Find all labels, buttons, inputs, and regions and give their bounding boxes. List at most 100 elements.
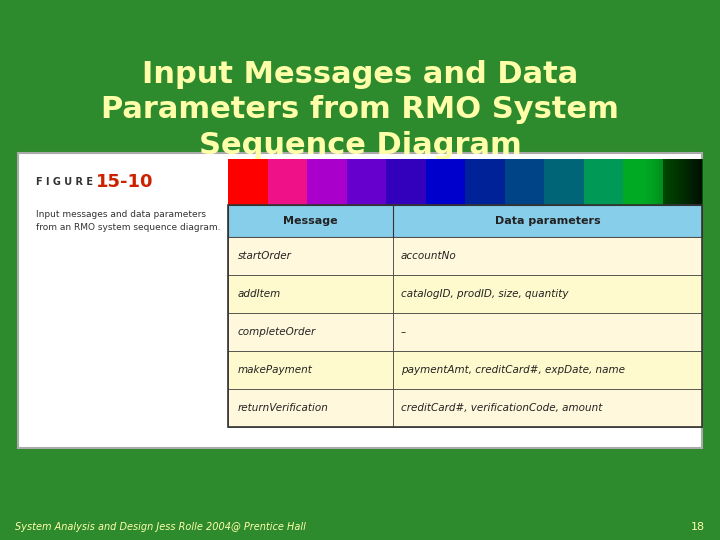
Bar [386,159,426,205]
Text: addItem: addItem [238,289,282,299]
Bar [656,159,657,205]
Bar [393,389,702,427]
Bar [307,159,348,205]
Bar [690,159,691,205]
Bar [682,159,683,205]
Bar [583,159,624,205]
Bar [662,159,663,205]
Text: catalogID, prodID, size, quantity: catalogID, prodID, size, quantity [401,289,569,299]
Text: Data parameters: Data parameters [495,216,600,226]
Bar [693,159,694,205]
Bar [689,159,690,205]
Bar [666,159,667,205]
Bar [684,159,685,205]
Bar [691,159,692,205]
Bar [426,159,466,205]
Bar [669,159,670,205]
Bar [623,159,664,205]
Bar [646,159,647,205]
Bar [393,237,702,275]
Text: Input messages and data parameters
from an RMO system sequence diagram.: Input messages and data parameters from … [36,210,220,232]
Text: 15-10: 15-10 [96,173,153,191]
Text: 18: 18 [691,522,705,532]
Bar [645,159,646,205]
Text: returnVerification: returnVerification [238,403,329,413]
Bar [686,159,687,205]
Bar [393,351,702,389]
Text: creditCard#, verificationCode, amount: creditCard#, verificationCode, amount [401,403,603,413]
Bar [648,159,649,205]
Bar [675,159,676,205]
Bar [701,159,702,205]
Bar [700,159,701,205]
Bar [653,159,654,205]
Bar [685,159,686,205]
Bar [228,205,702,237]
Text: System Analysis and Design Jess Rolle 2004@ Prentice Hall: System Analysis and Design Jess Rolle 20… [15,522,306,532]
Bar [228,159,269,205]
Bar [651,159,652,205]
Bar [695,159,696,205]
Bar [393,313,702,351]
Bar [228,313,393,351]
FancyBboxPatch shape [18,153,702,448]
Bar [697,159,698,205]
Text: makePayment: makePayment [238,365,313,375]
Bar [665,159,666,205]
Bar [660,159,661,205]
Bar [228,237,393,275]
Text: F I G U R E: F I G U R E [36,177,93,187]
Bar [692,159,693,205]
Bar [694,159,695,205]
Bar [649,159,650,205]
Bar [643,159,644,205]
Bar [696,159,697,205]
Bar [544,159,585,205]
Bar [699,159,700,205]
Text: Message: Message [283,216,338,226]
Bar [663,159,664,205]
Bar [679,159,680,205]
Bar [650,159,651,205]
Text: completeOrder: completeOrder [238,327,316,337]
Bar [677,159,678,205]
Bar [652,159,653,205]
Bar [228,389,393,427]
Bar [655,159,656,205]
Bar [505,159,545,205]
Text: startOrder: startOrder [238,251,292,261]
Bar [678,159,679,205]
Bar [668,159,669,205]
Bar [642,159,643,205]
Bar [673,159,674,205]
Bar [680,159,681,205]
Bar [662,159,703,205]
Bar [647,159,648,205]
Bar [667,159,668,205]
Bar [670,159,671,205]
Text: Input Messages and Data
Parameters from RMO System
Sequence Diagram: Input Messages and Data Parameters from … [101,59,619,160]
Bar [672,159,673,205]
Text: –: – [401,327,406,337]
Bar [687,159,688,205]
Bar [698,159,699,205]
Bar [664,159,665,205]
Bar [346,159,387,205]
Text: paymentAmt, creditCard#, expDate, name: paymentAmt, creditCard#, expDate, name [401,365,625,375]
Bar [676,159,677,205]
Bar [661,159,662,205]
Bar [393,275,702,313]
Bar [688,159,689,205]
Bar [659,159,660,205]
Bar [268,159,308,205]
Bar [671,159,672,205]
Bar [683,159,684,205]
Bar [465,159,505,205]
Bar [674,159,675,205]
Bar [657,159,658,205]
Bar [644,159,645,205]
Bar [654,159,655,205]
Bar [228,351,393,389]
Bar [658,159,659,205]
Bar [228,275,393,313]
